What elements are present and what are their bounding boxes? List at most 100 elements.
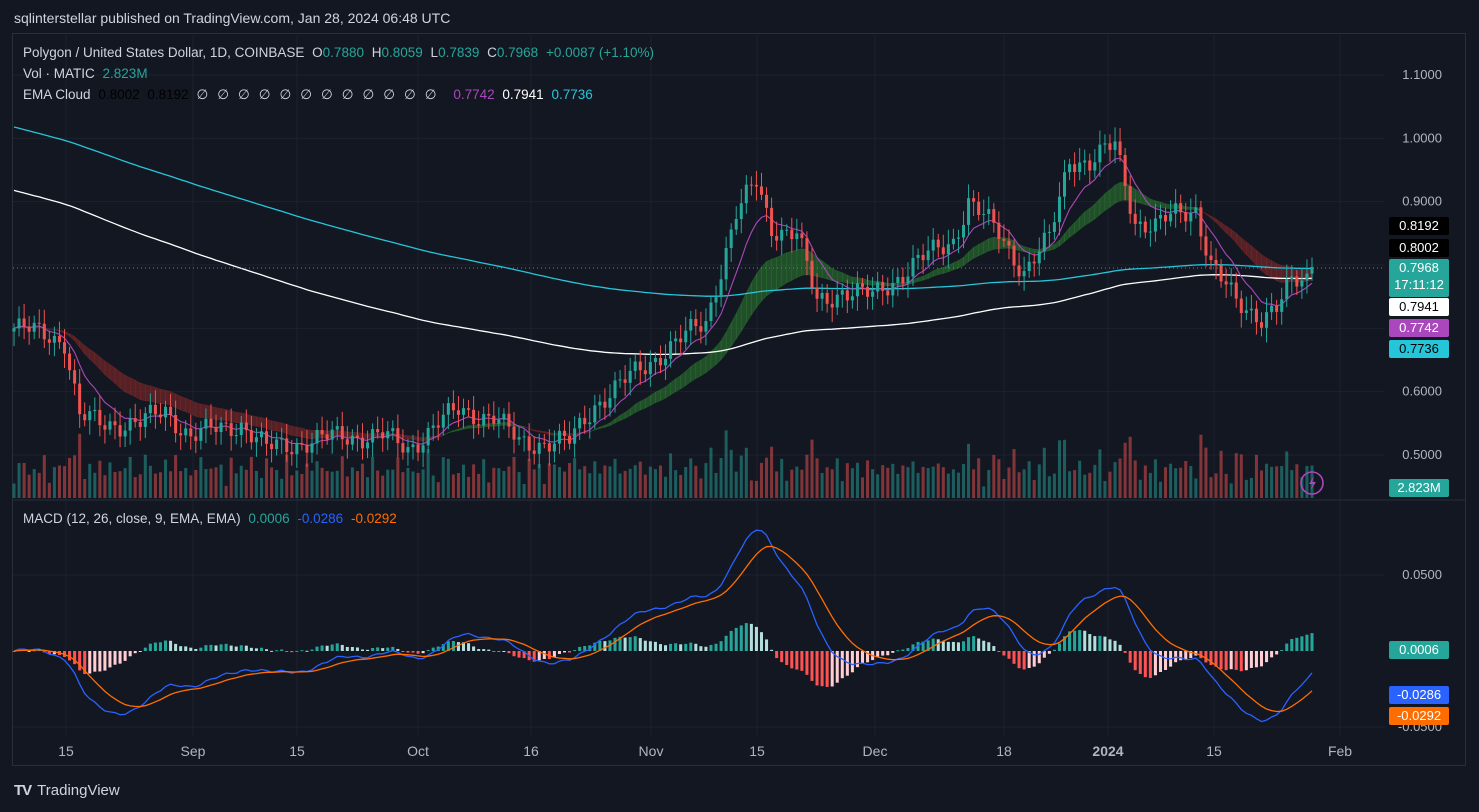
ema-cloud-segment: [89, 348, 96, 365]
alert-icon[interactable]: [1300, 471, 1324, 495]
volume-bar: [118, 471, 122, 498]
candle-body: [310, 443, 314, 453]
macd-hist-bar: [775, 651, 779, 659]
ema-cloud-legend[interactable]: EMA Cloud 0.8002 0.8192 ∅∅∅∅∅∅∅∅∅∅∅∅ 0.7…: [23, 87, 597, 103]
candle-body: [204, 418, 208, 429]
volume-bar: [502, 471, 506, 498]
ema-value-2: 0.8192: [147, 87, 189, 102]
ema-cloud-segment: [74, 335, 80, 349]
volume-bar: [441, 457, 445, 498]
volume-bar: [623, 470, 627, 498]
volume-bar: [431, 475, 435, 498]
candle-body: [1244, 310, 1248, 314]
candle-body: [951, 238, 955, 245]
volume-bar: [719, 458, 723, 498]
volume-bar: [547, 463, 551, 498]
time-tick-label: Oct: [407, 743, 429, 759]
volume-bar: [37, 472, 41, 498]
ema-cloud-segment: [79, 340, 85, 355]
macd-hist-bar: [562, 651, 567, 653]
volume-bar: [1113, 462, 1117, 498]
tag-ema-white: 0.7941: [1389, 298, 1449, 316]
macd-hist-bar: [1300, 636, 1304, 651]
volume-bar: [350, 467, 354, 498]
ema-cloud-segment: [1109, 184, 1116, 208]
volume-bar: [421, 469, 425, 498]
candle-body: [164, 406, 168, 418]
volume-bar: [992, 454, 996, 498]
macd-hist-bar: [921, 641, 925, 651]
volume-bar: [189, 475, 193, 498]
ema-cloud-segment: [993, 236, 1000, 250]
macd-hist-bar: [850, 651, 854, 673]
ema-cloud-segment: [155, 387, 161, 405]
macd-hist-bar: [431, 647, 435, 651]
volume-legend[interactable]: Vol · MATIC 2.823M: [23, 66, 152, 81]
volume-bar: [27, 474, 31, 498]
macd-hist-bar: [345, 646, 349, 651]
macd-hist-bar: [340, 644, 344, 651]
volume-bar: [628, 468, 632, 498]
ema-cloud-segment: [948, 262, 954, 273]
candle-body: [406, 447, 410, 453]
ema-cloud-segment: [99, 356, 106, 376]
volume-bar: [1169, 463, 1173, 498]
candle-body: [12, 328, 16, 332]
macd-hist-bar: [118, 651, 122, 664]
low-label: L: [430, 45, 439, 60]
macd-hist-bar: [224, 643, 228, 651]
macd-legend[interactable]: MACD (12, 26, close, 9, EMA, EMA) 0.0006…: [23, 511, 401, 526]
ema-empty-values: ∅∅∅∅∅∅∅∅∅∅∅∅: [196, 87, 446, 102]
macd-hist-bar: [1042, 651, 1046, 658]
volume-bar: [674, 470, 678, 498]
macd-hist-bar: [411, 651, 415, 653]
ema-cloud-layer: [13, 182, 1313, 442]
time-tick-label: Feb: [1328, 743, 1352, 759]
candle-body: [174, 414, 178, 434]
candle-body: [527, 436, 531, 451]
tradingview-footer[interactable]: TV TradingView: [14, 782, 120, 799]
candle-body: [340, 426, 344, 440]
candle-body: [1148, 231, 1152, 233]
macd-hist-bar: [179, 646, 183, 651]
volume-bar: [133, 477, 137, 498]
ema-cloud-segment: [1165, 203, 1171, 209]
macd-hist-bar: [325, 645, 329, 651]
volume-bar: [103, 475, 107, 498]
chart-frame[interactable]: [12, 33, 1466, 766]
candle-body: [1189, 212, 1193, 222]
macd-hist-bar: [229, 645, 233, 651]
volume-bar: [472, 464, 476, 498]
macd-hist-bar: [426, 649, 430, 651]
candle-body: [835, 294, 839, 308]
macd-hist-bar: [1108, 639, 1112, 651]
macd-hist-bar: [719, 641, 723, 651]
ema-cloud-segment: [281, 422, 287, 434]
candle-body: [1199, 207, 1203, 237]
volume-bar: [83, 478, 87, 498]
candle-body: [461, 408, 466, 415]
macd-hist-bar: [209, 644, 213, 651]
candle-body: [78, 383, 82, 415]
volume-bar: [123, 468, 127, 498]
macd-hist-bar: [537, 651, 541, 661]
candle-body: [770, 207, 774, 237]
candle-body: [456, 410, 460, 415]
ema-cloud-segment: [468, 425, 474, 429]
macd-hist-bar: [259, 647, 263, 651]
candle-body: [153, 404, 157, 415]
symbol-legend[interactable]: Polygon / United States Dollar, 1D, COIN…: [23, 45, 658, 60]
volume-bar: [158, 472, 162, 498]
volume-bar: [381, 475, 385, 498]
candle-body: [972, 198, 976, 202]
macd-hist-bar: [956, 642, 960, 651]
volume-bar: [507, 466, 511, 498]
macd-hist-bar: [436, 646, 440, 651]
volume-bar: [17, 463, 21, 498]
macd-hist-bar: [931, 638, 935, 651]
volume-bar: [825, 467, 829, 498]
macd-hist-bar: [583, 646, 587, 651]
candle-body: [103, 425, 107, 430]
macd-hist-bar: [482, 649, 486, 651]
